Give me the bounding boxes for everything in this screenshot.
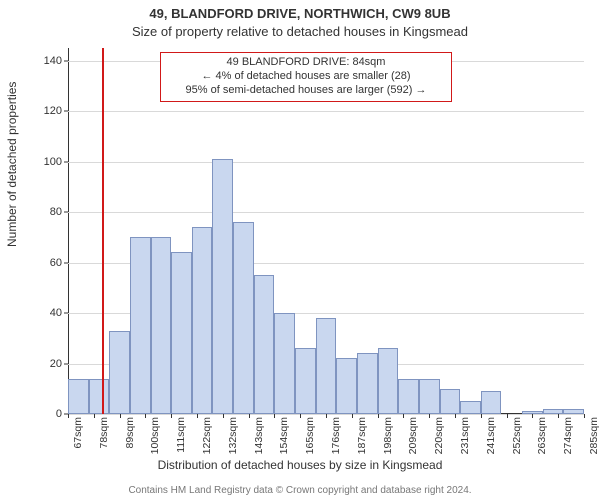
xtick-label: 143sqm	[253, 417, 265, 454]
xtick-mark	[558, 414, 559, 418]
ytick-label: 20	[38, 358, 62, 370]
histogram-bar	[316, 318, 337, 414]
xtick-label: 132sqm	[227, 417, 239, 454]
ytick-label: 60	[38, 257, 62, 269]
ytick-mark	[64, 161, 68, 162]
histogram-bar	[336, 358, 357, 414]
histogram-bar	[109, 331, 130, 414]
histogram-bar	[481, 391, 502, 414]
xtick-mark	[94, 414, 95, 418]
xtick-mark	[378, 414, 379, 418]
xtick-label: 231sqm	[459, 417, 471, 454]
footer-line-1: Contains HM Land Registry data © Crown c…	[0, 485, 600, 497]
ytick-label: 140	[38, 55, 62, 67]
histogram-bar	[440, 389, 461, 414]
xtick-label: 209sqm	[407, 417, 419, 454]
histogram-bar	[378, 348, 399, 414]
ytick-mark	[64, 313, 68, 314]
xtick-mark	[481, 414, 482, 418]
bars-layer	[68, 48, 584, 414]
histogram-bar	[460, 401, 481, 414]
xtick-label: 154sqm	[278, 417, 290, 454]
x-axis-label: Distribution of detached houses by size …	[0, 458, 600, 472]
histogram-bar	[274, 313, 295, 414]
chart-title-sub: Size of property relative to detached ho…	[0, 24, 600, 39]
xtick-label: 89sqm	[124, 417, 136, 449]
y-axis-label: Number of detached properties	[5, 82, 19, 247]
xtick-label: 187sqm	[356, 417, 368, 454]
xtick-label: 220sqm	[433, 417, 445, 454]
xtick-mark	[171, 414, 172, 418]
callout-line-3: 95% of semi-detached houses are larger (…	[169, 84, 443, 98]
ytick-label: 40	[38, 307, 62, 319]
xtick-mark	[300, 414, 301, 418]
chart-title-main: 49, BLANDFORD DRIVE, NORTHWICH, CW9 8UB	[0, 6, 600, 21]
xtick-label: 111sqm	[175, 417, 187, 453]
ytick-label: 80	[38, 206, 62, 218]
xtick-label: 263sqm	[536, 417, 548, 454]
xtick-label: 274sqm	[562, 417, 574, 454]
histogram-bar	[233, 222, 254, 414]
ytick-label: 0	[38, 408, 62, 420]
xtick-label: 67sqm	[72, 417, 84, 449]
callout-box: 49 BLANDFORD DRIVE: 84sqm← 4% of detache…	[160, 52, 452, 102]
histogram-bar	[89, 379, 110, 414]
histogram-bar	[398, 379, 419, 414]
xtick-mark	[120, 414, 121, 418]
xtick-mark	[429, 414, 430, 418]
histogram-bar	[151, 237, 172, 414]
histogram-bar	[563, 409, 584, 414]
xtick-label: 122sqm	[201, 417, 213, 454]
figure-wrapper: 49, BLANDFORD DRIVE, NORTHWICH, CW9 8UB …	[0, 0, 600, 500]
histogram-bar	[419, 379, 440, 414]
xtick-mark	[352, 414, 353, 418]
xtick-mark	[197, 414, 198, 418]
plot-area: 02040608010012014067sqm78sqm89sqm100sqm1…	[68, 48, 584, 414]
histogram-bar	[543, 409, 564, 414]
histogram-bar	[130, 237, 151, 414]
reference-line	[102, 48, 104, 414]
histogram-bar	[212, 159, 233, 414]
xtick-mark	[274, 414, 275, 418]
xtick-label: 78sqm	[98, 417, 110, 449]
ytick-mark	[64, 111, 68, 112]
xtick-mark	[455, 414, 456, 418]
ytick-mark	[64, 60, 68, 61]
xtick-label: 100sqm	[149, 417, 161, 454]
xtick-label: 252sqm	[511, 417, 523, 454]
histogram-bar	[357, 353, 378, 414]
ytick-mark	[64, 212, 68, 213]
xtick-label: 176sqm	[330, 417, 342, 454]
ytick-label: 120	[38, 105, 62, 117]
ytick-mark	[64, 363, 68, 364]
xtick-label: 165sqm	[304, 417, 316, 454]
histogram-bar	[171, 252, 192, 414]
histogram-bar	[254, 275, 275, 414]
xtick-mark	[507, 414, 508, 418]
xtick-label: 198sqm	[382, 417, 394, 454]
xtick-mark	[223, 414, 224, 418]
xtick-mark	[145, 414, 146, 418]
footer-attribution: Contains HM Land Registry data © Crown c…	[0, 485, 600, 497]
ytick-mark	[64, 262, 68, 263]
histogram-bar	[295, 348, 316, 414]
xtick-mark	[584, 414, 585, 418]
histogram-bar	[192, 227, 213, 414]
xtick-mark	[68, 414, 69, 418]
xtick-mark	[249, 414, 250, 418]
xtick-mark	[403, 414, 404, 418]
callout-line-1: 49 BLANDFORD DRIVE: 84sqm	[169, 56, 443, 70]
histogram-bar	[68, 379, 89, 414]
xtick-label: 241sqm	[485, 417, 497, 454]
callout-line-2: ← 4% of detached houses are smaller (28)	[169, 70, 443, 84]
xtick-mark	[326, 414, 327, 418]
xtick-label: 285sqm	[588, 417, 600, 454]
xtick-mark	[532, 414, 533, 418]
ytick-label: 100	[38, 156, 62, 168]
